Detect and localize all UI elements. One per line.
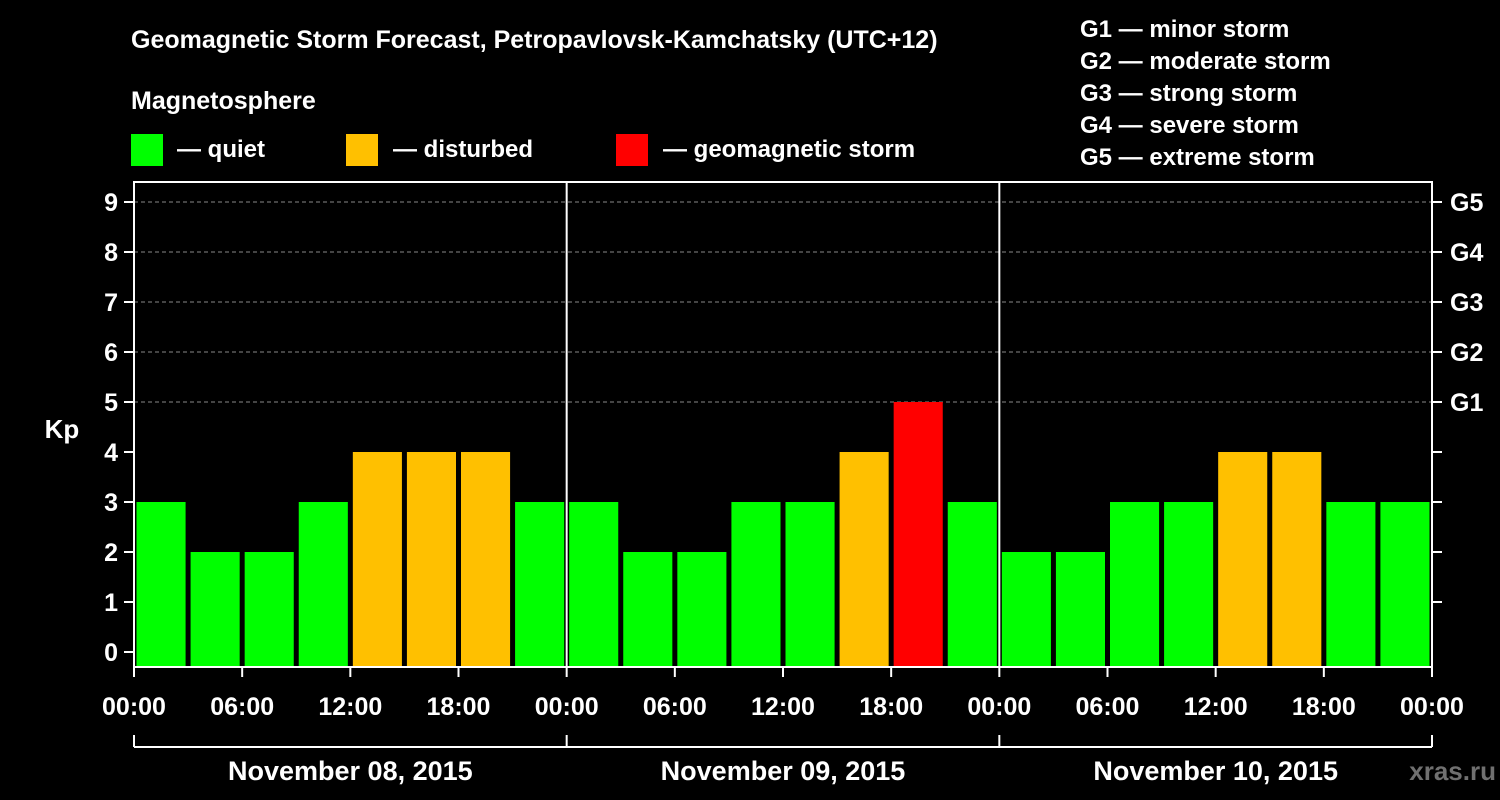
kp-bar	[352, 452, 402, 667]
legend-swatch-quiet	[131, 134, 163, 166]
y-tick-label: 3	[104, 489, 118, 517]
y-tick-label: 5	[104, 389, 118, 417]
kp-bar	[1218, 452, 1268, 667]
y-tick-label: 2	[104, 539, 118, 567]
storm-scale-g5: G5 — extreme storm	[1080, 144, 1315, 171]
y-axis-label: Kp	[45, 414, 80, 444]
x-tick-label: 00:00	[1400, 693, 1464, 721]
day-label: November 09, 2015	[661, 756, 906, 786]
y-ticks: 0 1 2 3 4 5 6 7 8 9	[104, 189, 134, 667]
storm-level-label: G2	[1450, 339, 1483, 367]
x-tick-label: 06:00	[210, 693, 274, 721]
kp-bar	[1001, 552, 1051, 667]
kp-bar	[1380, 502, 1430, 667]
x-ticks: 00:00 06:00 12:00 18:00 00:00 06:00 12:00 18:00…	[102, 667, 1464, 721]
storm-level-label: G1	[1450, 389, 1483, 417]
kp-bar	[731, 502, 781, 667]
y-tick-label: 9	[104, 189, 118, 217]
x-tick-label: 06:00	[643, 693, 707, 721]
x-tick-label: 12:00	[318, 693, 382, 721]
storm-scale-g4: G4 — severe storm	[1080, 112, 1299, 139]
kp-bar	[1326, 502, 1376, 667]
legend-swatch-disturbed	[346, 134, 378, 166]
kp-bar	[136, 502, 186, 667]
legend: — quiet — disturbed — geomagnetic storm	[131, 134, 915, 166]
grid	[134, 201, 1432, 403]
watermark: xras.ru	[1409, 756, 1496, 786]
day-label: November 10, 2015	[1093, 756, 1338, 786]
legend-title: Magnetosphere	[131, 87, 316, 115]
storm-level-label: G3	[1450, 289, 1483, 317]
x-tick-label: 12:00	[751, 693, 815, 721]
y-tick-label: 7	[104, 289, 118, 317]
kp-bar	[298, 502, 348, 667]
y-tick-label: 6	[104, 339, 118, 367]
storm-scale-g2: G2 — moderate storm	[1080, 48, 1331, 75]
storm-scale-g3: G3 — strong storm	[1080, 80, 1297, 107]
kp-bar	[677, 552, 727, 667]
kp-bar	[947, 502, 997, 667]
kp-bar	[515, 502, 565, 667]
legend-label-quiet: — quiet	[177, 136, 265, 163]
kp-bar	[623, 552, 673, 667]
storm-scale-legend: G1 — minor storm G2 — moderate storm G3 …	[1080, 16, 1331, 171]
kp-bar	[406, 452, 456, 667]
kp-bar	[839, 452, 889, 667]
legend-swatch-storm	[616, 134, 648, 166]
kp-bar	[1164, 502, 1214, 667]
day-labels: November 08, 2015 November 09, 2015 Novemb…	[133, 735, 1433, 786]
chart-title: Geomagnetic Storm Forecast, Petropavlovs…	[131, 26, 938, 54]
kp-bar	[1055, 552, 1105, 667]
storm-level-label: G5	[1450, 189, 1483, 217]
kp-bar	[244, 552, 294, 667]
kp-bar	[1110, 502, 1160, 667]
x-tick-label: 06:00	[1076, 693, 1140, 721]
kp-bar	[785, 502, 835, 667]
x-tick-label: 18:00	[859, 693, 923, 721]
y-tick-label: 1	[104, 589, 118, 617]
storm-level-ticks: G1 G2 G3 G4 G5	[1432, 189, 1483, 603]
storm-level-label: G4	[1450, 239, 1483, 267]
kp-bar	[461, 452, 511, 667]
storm-scale-g1: G1 — minor storm	[1080, 16, 1289, 43]
y-tick-label: 4	[104, 439, 118, 467]
legend-label-disturbed: — disturbed	[393, 136, 533, 163]
x-tick-label: 12:00	[1184, 693, 1248, 721]
legend-label-storm: — geomagnetic storm	[663, 136, 915, 163]
y-tick-label: 0	[104, 639, 118, 667]
day-label: November 08, 2015	[228, 756, 473, 786]
kp-bar	[569, 502, 619, 667]
x-tick-label: 00:00	[967, 693, 1031, 721]
x-tick-label: 18:00	[1292, 693, 1356, 721]
kp-bar	[893, 402, 943, 667]
axes	[133, 181, 1433, 668]
kp-bar	[190, 552, 240, 667]
kp-bar	[1272, 452, 1322, 667]
x-tick-label: 18:00	[427, 693, 491, 721]
x-tick-label: 00:00	[102, 693, 166, 721]
bars	[136, 402, 1430, 667]
y-tick-label: 8	[104, 239, 118, 267]
x-tick-label: 00:00	[535, 693, 599, 721]
